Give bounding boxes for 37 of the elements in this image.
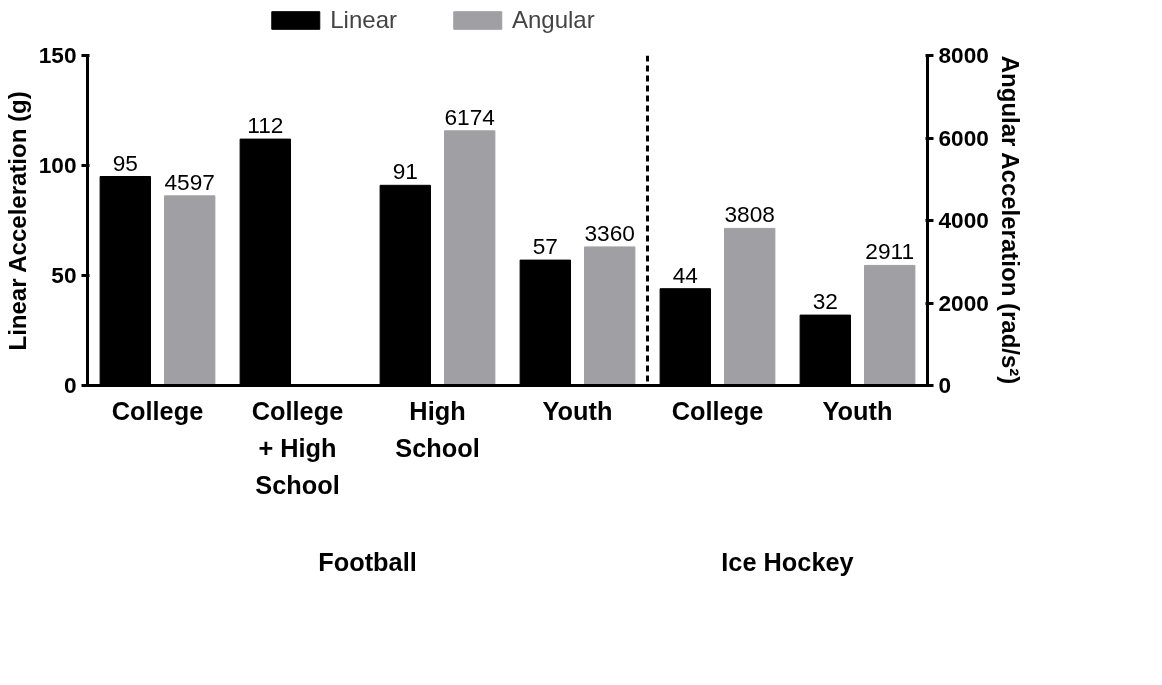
data-label: 6174: [444, 103, 495, 130]
category-label: High School: [395, 396, 480, 462]
y-tick-label: 150: [38, 42, 77, 68]
data-label: 32: [812, 288, 838, 315]
bar: [164, 195, 216, 386]
data-label: 112: [247, 112, 284, 139]
y-axis-title: Linear Acceleration (g): [3, 91, 31, 351]
y-tick-label: 50: [51, 262, 77, 288]
y-tick-label: 100: [38, 152, 77, 178]
y2-tick-label: 4000: [938, 207, 989, 233]
data-label: 3808: [724, 201, 775, 228]
y-tick-label: 0: [63, 372, 77, 398]
data-label: 95: [112, 149, 138, 176]
data-label: 91: [392, 158, 418, 185]
data-label: 3360: [584, 219, 635, 246]
data-label: 2911: [865, 238, 915, 265]
data-label: 4597: [164, 168, 215, 195]
bar: [584, 246, 636, 386]
bar: [444, 130, 496, 386]
text: Football: [318, 547, 417, 576]
y2-axis-title: Angular Acceleration (rad/s²): [996, 55, 1024, 385]
y2-tick-label: 8000: [938, 42, 989, 68]
x-tick-label: Youth: [542, 396, 613, 425]
y2-tick-label: 0: [938, 372, 952, 398]
data-label: 57: [532, 233, 558, 260]
x-tick-label: College: [111, 396, 204, 425]
legend-label: Angular: [511, 6, 595, 34]
category-label: College + High School: [251, 396, 344, 499]
x-tick-label: College: [671, 396, 764, 425]
text: Ice Hockey: [721, 547, 854, 576]
bar: [724, 227, 776, 386]
legend-label: Linear: [330, 6, 397, 34]
x-tick-label: Youth: [822, 396, 893, 425]
data-label: 44: [672, 261, 698, 288]
y2-tick-label: 6000: [938, 124, 989, 151]
bar: [864, 264, 916, 386]
y2-tick-label: 2000: [938, 289, 989, 316]
